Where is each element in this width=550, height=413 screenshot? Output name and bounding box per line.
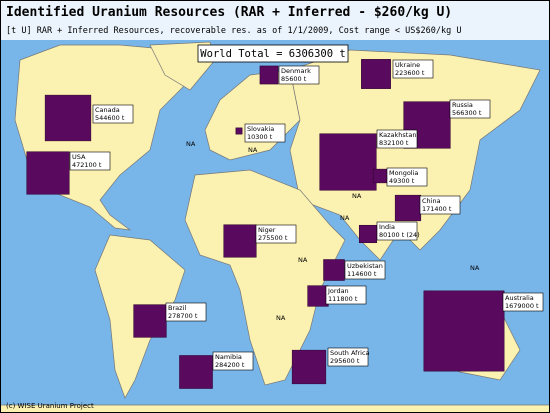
resource-square (307, 285, 329, 307)
country-value: 275500 t (258, 234, 288, 242)
label-box (278, 65, 320, 85)
label-box (344, 260, 386, 280)
country-name: Denmark (281, 67, 311, 75)
label-box (69, 151, 111, 171)
country-value: 223600 t (395, 69, 425, 77)
na-label: NA (298, 256, 308, 264)
na-label: NA (248, 146, 258, 154)
country-name: Uzbekistan (347, 262, 383, 270)
country-name: South Africa (330, 349, 370, 357)
country-name: Brazil (168, 304, 186, 312)
na-label: NA (340, 214, 350, 222)
subtitle: [t U] RAR + Inferred Resources, recovera… (6, 26, 461, 36)
country-name: Russia (452, 101, 473, 109)
label-box (502, 292, 544, 312)
resource-square (319, 133, 377, 191)
label-box (376, 221, 418, 241)
label-box (212, 351, 254, 371)
na-label: NA (276, 314, 286, 322)
country-name: Namibia (215, 353, 242, 361)
label-box (92, 104, 134, 124)
country-value: 566300 t (452, 109, 482, 117)
country-value: 472100 t (72, 161, 102, 169)
country-name: Canada (95, 106, 120, 114)
africa (184, 169, 346, 386)
country-name: China (422, 197, 441, 205)
header-band (0, 0, 550, 40)
resource-square (133, 304, 167, 338)
antarctic-edge (0, 404, 550, 413)
label-box (327, 347, 369, 367)
country-name: Ukraine (395, 61, 420, 69)
footer: (c) WISE Uranium Project (6, 402, 94, 410)
resource-square (26, 151, 70, 195)
country-name: Australia (505, 294, 534, 302)
label-box (386, 167, 428, 187)
resource-square (394, 194, 422, 222)
label-box (419, 195, 461, 215)
na-label: NA (470, 264, 480, 272)
label-box (376, 129, 418, 149)
resource-square (358, 224, 378, 244)
country-value: 832100 t (379, 139, 409, 147)
country-value: 111800 t (328, 295, 358, 303)
country-value: 10300 t (247, 133, 273, 141)
country-name: India (379, 223, 395, 231)
resource-square (361, 59, 391, 89)
country-name: Niger (258, 226, 276, 234)
label-box (392, 59, 434, 79)
country-name: Mongolia (389, 169, 418, 177)
resource-square (372, 168, 388, 184)
country-name: Slovakia (247, 125, 274, 133)
total-box (197, 44, 349, 63)
country-value: 544600 t (95, 114, 125, 122)
resource-square (259, 65, 279, 85)
country-name: Kazakhstan (379, 131, 416, 139)
resource-square (291, 349, 327, 385)
country-name: USA (72, 153, 86, 161)
country-value: 1679000 t (505, 302, 539, 310)
na-label: NA (352, 192, 362, 200)
label-box (449, 99, 491, 119)
resource-square (235, 127, 243, 135)
country-value: 80100 t (24) (379, 231, 420, 239)
label-box (255, 224, 297, 244)
country-value: 114600 t (347, 270, 377, 278)
label-box (325, 285, 367, 305)
country-value: 295600 t (330, 357, 360, 365)
country-value: 49300 t (389, 177, 415, 185)
resource-square (44, 94, 92, 142)
na-label: NA (186, 140, 196, 148)
resource-square (423, 290, 505, 372)
country-value: 171400 t (422, 205, 452, 213)
title: Identified Uranium Resources (RAR + Infe… (6, 5, 452, 20)
resource-square (179, 355, 213, 389)
country-name: Jordan (327, 287, 349, 295)
label-box (165, 302, 207, 322)
country-value: 284200 t (215, 361, 245, 369)
resource-square (223, 224, 257, 258)
label-box (244, 123, 286, 143)
resource-square (323, 259, 345, 281)
world-total: World Total = 6306300 t (200, 48, 345, 60)
country-value: 85600 t (281, 75, 307, 83)
country-value: 278700 t (168, 312, 198, 320)
